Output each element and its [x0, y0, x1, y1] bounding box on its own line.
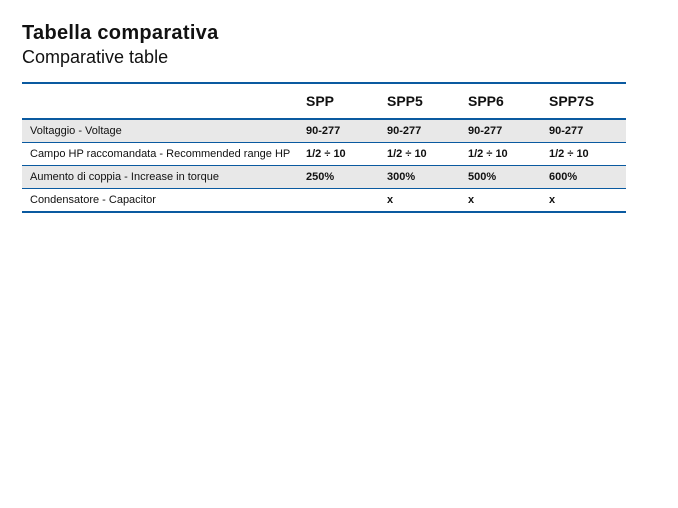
cell-value: 1/2 ÷ 10	[545, 143, 626, 166]
table-header-row: SPP SPP5 SPP6 SPP7S	[22, 83, 626, 119]
table-row: Voltaggio - Voltage90-27790-27790-27790-…	[22, 119, 626, 143]
cell-value: x	[464, 189, 545, 213]
header-blank	[22, 83, 302, 119]
table-row: Condensatore - Capacitorxxx	[22, 189, 626, 213]
cell-value: 90-277	[383, 119, 464, 143]
cell-value: 90-277	[464, 119, 545, 143]
cell-value: 250%	[302, 166, 383, 189]
row-label: Condensatore - Capacitor	[22, 189, 302, 213]
page: Tabella comparativa Comparative table SP…	[0, 0, 678, 213]
table-body: Voltaggio - Voltage90-27790-27790-27790-…	[22, 119, 626, 212]
header-col: SPP5	[383, 83, 464, 119]
cell-value: x	[545, 189, 626, 213]
title-english: Comparative table	[22, 47, 650, 68]
header-col: SPP7S	[545, 83, 626, 119]
cell-value: 1/2 ÷ 10	[302, 143, 383, 166]
cell-value: x	[383, 189, 464, 213]
cell-value	[302, 189, 383, 213]
row-label: Aumento di coppia - Increase in torque	[22, 166, 302, 189]
cell-value: 90-277	[545, 119, 626, 143]
cell-value: 600%	[545, 166, 626, 189]
header-col: SPP6	[464, 83, 545, 119]
header-col: SPP	[302, 83, 383, 119]
row-label: Voltaggio - Voltage	[22, 119, 302, 143]
cell-value: 300%	[383, 166, 464, 189]
cell-value: 90-277	[302, 119, 383, 143]
title-italian: Tabella comparativa	[22, 22, 650, 45]
table-row: Aumento di coppia - Increase in torque25…	[22, 166, 626, 189]
cell-value: 1/2 ÷ 10	[383, 143, 464, 166]
table-row: Campo HP raccomandata - Recommended rang…	[22, 143, 626, 166]
cell-value: 500%	[464, 166, 545, 189]
row-label: Campo HP raccomandata - Recommended rang…	[22, 143, 302, 166]
comparative-table: SPP SPP5 SPP6 SPP7S Voltaggio - Voltage9…	[22, 82, 626, 213]
cell-value: 1/2 ÷ 10	[464, 143, 545, 166]
comparative-table-wrap: SPP SPP5 SPP6 SPP7S Voltaggio - Voltage9…	[22, 82, 626, 213]
